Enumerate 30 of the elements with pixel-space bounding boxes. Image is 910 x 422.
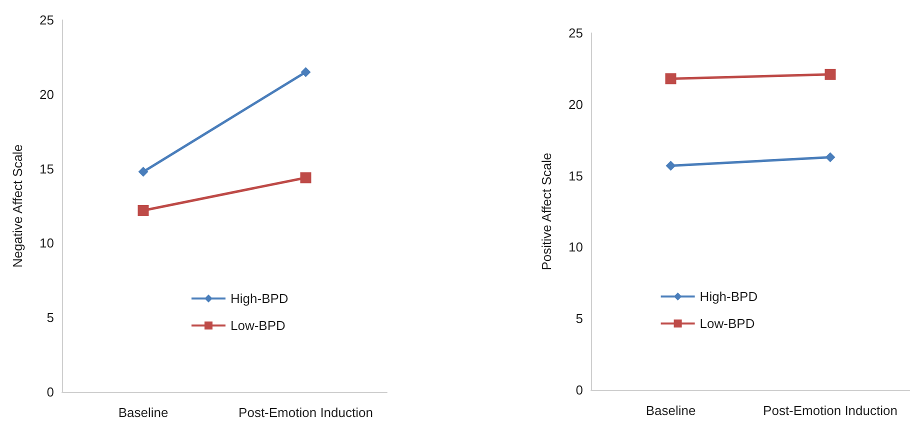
point <box>300 172 312 184</box>
y-tick-label: 20 <box>568 96 583 112</box>
point <box>138 166 148 177</box>
point <box>665 73 676 84</box>
x-tick-label: Post-Emotion Induction <box>763 403 898 418</box>
y-tick-label: 0 <box>46 384 54 400</box>
y-tick-label: 5 <box>46 310 54 326</box>
y-axis-title: Positive Affect Scale <box>539 152 554 270</box>
y-tick-label: 5 <box>576 311 583 326</box>
point <box>666 160 676 171</box>
point <box>824 68 836 80</box>
point <box>138 204 149 216</box>
x-tick-label: Baseline <box>118 405 168 420</box>
legend-label: Low-BPD <box>230 318 286 333</box>
legend-label: High-BPD <box>230 291 288 306</box>
legend-label: Low-BPD <box>700 316 755 331</box>
y-axis-title: Negative Affect Scale <box>10 144 25 268</box>
y-tick-label: 10 <box>40 236 54 251</box>
point <box>300 67 311 78</box>
y-tick-label: 20 <box>40 86 54 102</box>
y-tick-label: 0 <box>576 382 583 398</box>
x-tick-label: Post-Emotion Induction <box>238 405 373 420</box>
x-tick-label: Baseline <box>646 403 696 418</box>
y-tick-label: 25 <box>568 26 583 40</box>
y-tick-label: 15 <box>568 168 583 184</box>
y-tick-label: 15 <box>40 161 54 176</box>
legend-label: High-BPD <box>700 289 758 304</box>
y-tick-label: 10 <box>568 240 583 255</box>
y-tick-label: 25 <box>40 12 54 28</box>
point <box>825 152 836 162</box>
